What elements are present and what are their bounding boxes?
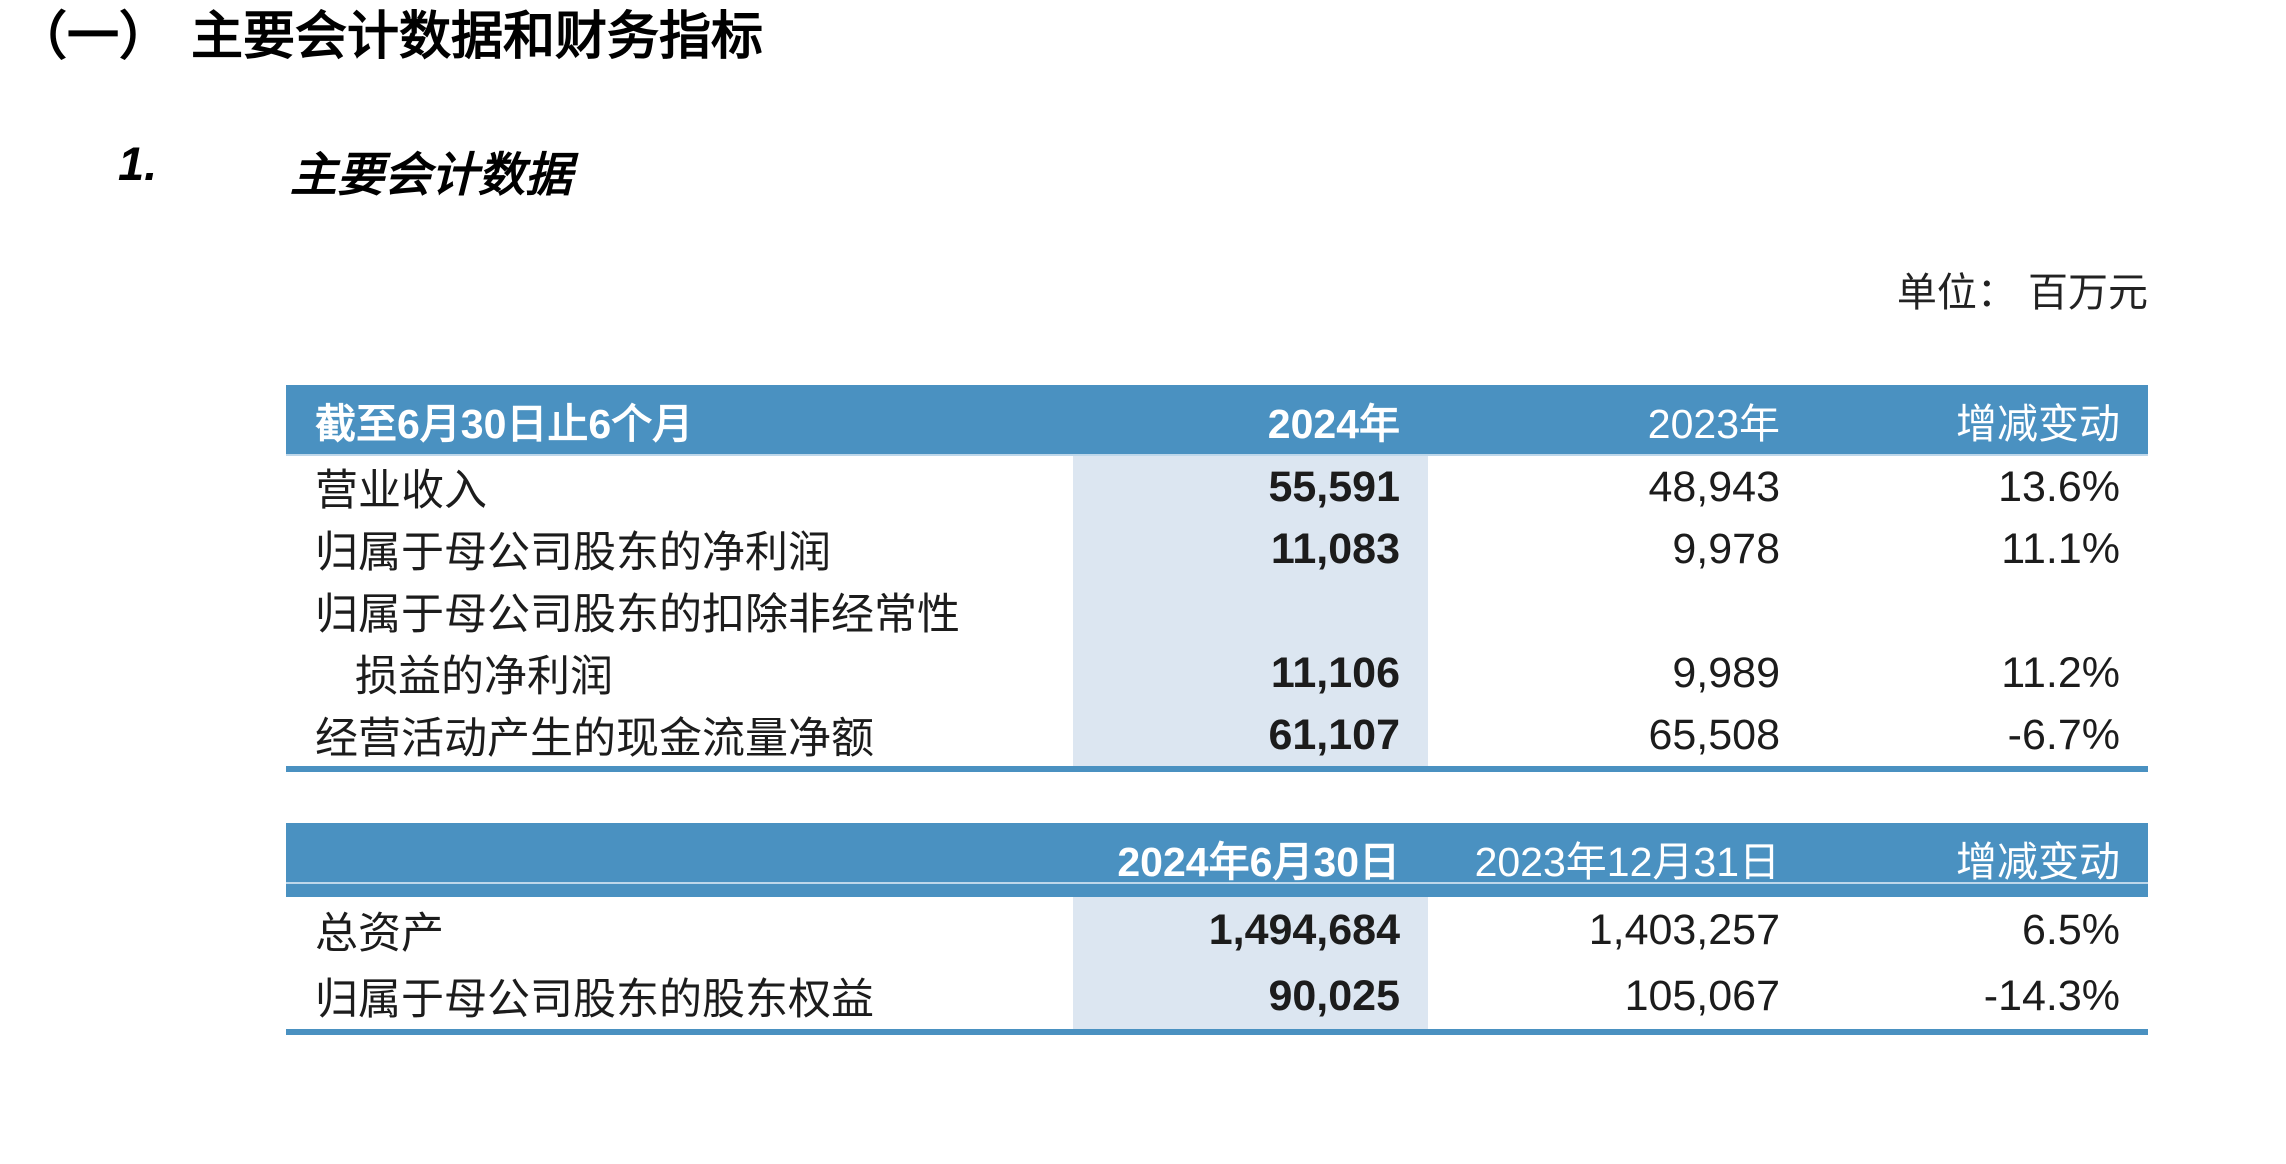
section-title: 主要会计数据和财务指标 [191, 8, 764, 66]
value-2024: 61,107 [1073, 704, 1428, 766]
table-bottom-rule [286, 766, 2148, 772]
header-change: 增减变动 [1956, 400, 2120, 447]
row-label: 归属于母公司股东的净利润 [315, 529, 831, 577]
table-row: 损益的净利润 11,106 9,989 11.2% [286, 642, 2148, 704]
header-2023-12-31: 2023年12月31日 [1474, 838, 1780, 885]
table-bottom-rule [286, 1029, 2148, 1035]
header-2024: 2024年 [1267, 400, 1400, 447]
value-2023: 9,989 [1672, 648, 1780, 697]
table-row: 总资产 1,494,684 1,403,257 6.5% [286, 897, 2148, 963]
value-change: 11.1% [2001, 524, 2120, 573]
table-balance-sheet: 2024年6月30日 2023年12月31日 增减变动 总资产 1,494,68… [286, 823, 2148, 1035]
row-label-line1: 归属于母公司股东的扣除非经常性 [315, 591, 960, 639]
header-divider [286, 454, 2148, 456]
value-2023 [1428, 580, 1808, 642]
value-2024-06-30: 1,494,684 [1073, 897, 1428, 963]
value-2023-12-31: 1,403,257 [1588, 905, 1780, 954]
unit-label: 单位： 百万元 [1896, 271, 2148, 315]
value-change: 6.5% [2021, 905, 2120, 954]
header-2023: 2023年 [1647, 400, 1780, 447]
value-2023: 9,978 [1672, 524, 1780, 573]
section-heading: （一） 主要会计数据和财务指标 [15, 10, 763, 65]
value-change: -6.7% [2007, 710, 2120, 759]
value-change [1808, 580, 2148, 642]
subsection-title: 主要会计数据 [290, 148, 572, 201]
table-interim-results: 截至6月30日止6个月 2024年 2023年 增减变动 营业收入 55,591… [286, 385, 2148, 772]
header-blank [286, 823, 1073, 882]
table-header-row: 2024年6月30日 2023年12月31日 增减变动 [286, 823, 2148, 885]
header-change: 增减变动 [1956, 838, 2120, 885]
value-2024: 11,106 [1073, 642, 1428, 704]
value-2023: 48,943 [1648, 462, 1780, 511]
row-label: 总资产 [315, 910, 444, 958]
table-row: 归属于母公司股东的扣除非经常性 [286, 580, 2148, 642]
value-2023-12-31: 105,067 [1624, 971, 1780, 1020]
row-label-line2: 损益的净利润 [355, 653, 613, 701]
value-2024 [1073, 580, 1428, 642]
table-row: 营业收入 55,591 48,943 13.6% [286, 456, 2148, 518]
header-strip [286, 884, 2148, 897]
value-change: -14.3% [1983, 971, 2120, 1020]
value-2024: 55,591 [1073, 456, 1428, 518]
value-2024: 11,083 [1073, 518, 1428, 580]
value-2023: 65,508 [1648, 710, 1780, 759]
table-row: 归属于母公司股东的股东权益 90,025 105,067 -14.3% [286, 963, 2148, 1029]
table-row: 经营活动产生的现金流量净额 61,107 65,508 -6.7% [286, 704, 2148, 766]
value-2024-06-30: 90,025 [1073, 963, 1428, 1029]
row-label: 经营活动产生的现金流量净额 [315, 715, 874, 763]
value-change: 13.6% [1998, 462, 2120, 511]
header-divider [286, 882, 2148, 884]
table-header-row: 截至6月30日止6个月 2024年 2023年 增减变动 [286, 385, 2148, 454]
section-number: （一） [15, 8, 172, 66]
value-change: 11.2% [2001, 648, 2120, 697]
header-period-label: 截至6月30日止6个月 [315, 400, 694, 447]
subsection-number: 1. [118, 137, 158, 190]
table-row: 归属于母公司股东的净利润 11,083 9,978 11.1% [286, 518, 2148, 580]
header-2024-06-30: 2024年6月30日 [1117, 838, 1400, 885]
row-label: 营业收入 [315, 467, 487, 515]
row-label: 归属于母公司股东的股东权益 [315, 976, 874, 1024]
